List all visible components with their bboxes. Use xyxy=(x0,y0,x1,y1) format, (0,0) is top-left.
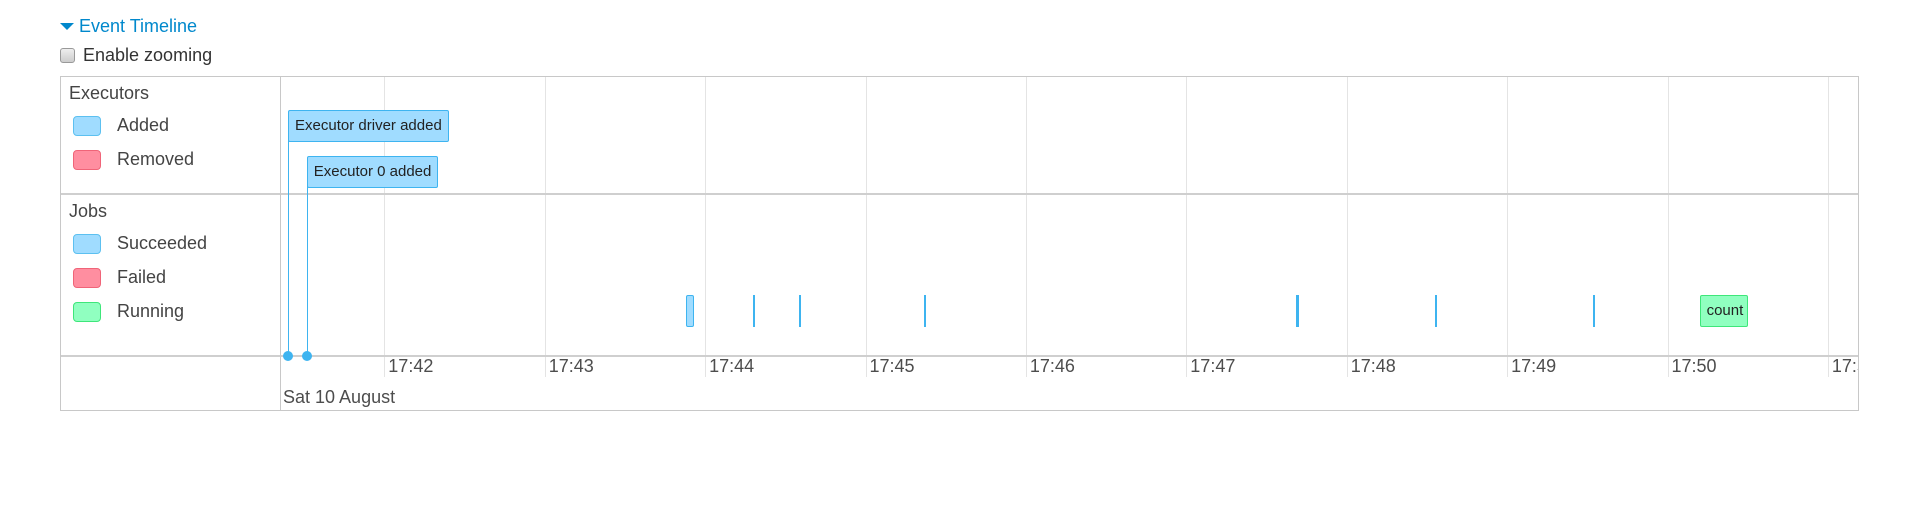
axis-tick-label: 17:50 xyxy=(1671,356,1717,376)
enable-zooming-label: Enable zooming xyxy=(83,45,213,65)
grid-line xyxy=(1507,77,1509,377)
grid-line xyxy=(384,77,386,377)
event-timeline-title: Event Timeline xyxy=(79,16,198,36)
legend-removed: Removed xyxy=(73,149,194,170)
enable-zooming-checkbox[interactable] xyxy=(60,48,75,63)
axis-tick-label: 17:49 xyxy=(1511,356,1557,376)
executor-event-item[interactable]: Executor 0 added xyxy=(306,156,439,188)
grid-line xyxy=(1025,77,1027,377)
legend-label: Failed xyxy=(117,267,167,287)
removed-swatch-icon xyxy=(73,149,101,170)
axis-tick-label: 17:46 xyxy=(1029,356,1075,376)
row-divider xyxy=(61,193,1858,195)
job-item[interactable] xyxy=(924,295,927,327)
group-label-executors: Executors xyxy=(69,83,150,103)
group-label-jobs: Jobs xyxy=(69,201,108,221)
axis-tick-label: 17:47 xyxy=(1190,356,1236,376)
axis-tick-label: 17:51 xyxy=(1831,356,1858,376)
axis-tick-label: 17:44 xyxy=(709,356,755,376)
grid-line xyxy=(1346,77,1348,377)
succeeded-swatch-icon xyxy=(73,233,101,254)
grid-line xyxy=(865,77,867,377)
caret-down-icon xyxy=(60,23,74,30)
job-item[interactable] xyxy=(1592,295,1595,327)
grid-line xyxy=(705,77,707,377)
grid-line xyxy=(1186,77,1188,377)
axis-divider xyxy=(61,355,1858,357)
legend-label: Running xyxy=(117,301,185,321)
executor-event-item[interactable]: Executor driver added xyxy=(288,110,449,142)
failed-swatch-icon xyxy=(73,267,101,288)
executor-event-line xyxy=(306,186,308,356)
job-item[interactable] xyxy=(798,295,801,327)
event-timeline-toggle[interactable]: Event Timeline xyxy=(60,16,197,37)
executor-event-line xyxy=(288,140,290,356)
axis-tick-label: 17:48 xyxy=(1350,356,1396,376)
legend-added: Added xyxy=(73,115,169,136)
executor-event-dot xyxy=(283,351,294,361)
executor-event-dot xyxy=(301,351,312,361)
job-item[interactable] xyxy=(1434,295,1437,327)
job-item[interactable] xyxy=(1295,295,1299,327)
grid-line xyxy=(1827,77,1829,377)
timeline-panel[interactable]: Executors Added Removed Jobs Succeeded F… xyxy=(60,76,1859,411)
legend-succeeded: Succeeded xyxy=(73,233,207,254)
added-swatch-icon xyxy=(73,115,101,136)
running-swatch-icon xyxy=(73,301,101,322)
axis-tick-label: 17:45 xyxy=(869,356,915,376)
job-item[interactable] xyxy=(686,295,695,327)
axis-tick-label: 17:43 xyxy=(548,356,594,376)
legend-failed: Failed xyxy=(73,267,166,288)
grid-line xyxy=(544,77,546,377)
job-item[interactable] xyxy=(753,295,756,327)
legend-label: Removed xyxy=(117,149,195,169)
enable-zooming-row[interactable]: Enable zooming xyxy=(60,45,212,66)
legend-label: Succeeded xyxy=(117,233,208,253)
legend-running: Running xyxy=(73,301,184,322)
grid-line xyxy=(1667,77,1669,377)
job-item[interactable]: count xyxy=(1699,295,1748,327)
label-column-divider xyxy=(280,77,281,410)
legend-label: Added xyxy=(117,115,170,135)
axis-tick-label: 17:42 xyxy=(388,356,434,376)
axis-date-label: Sat 10 August xyxy=(283,387,396,407)
